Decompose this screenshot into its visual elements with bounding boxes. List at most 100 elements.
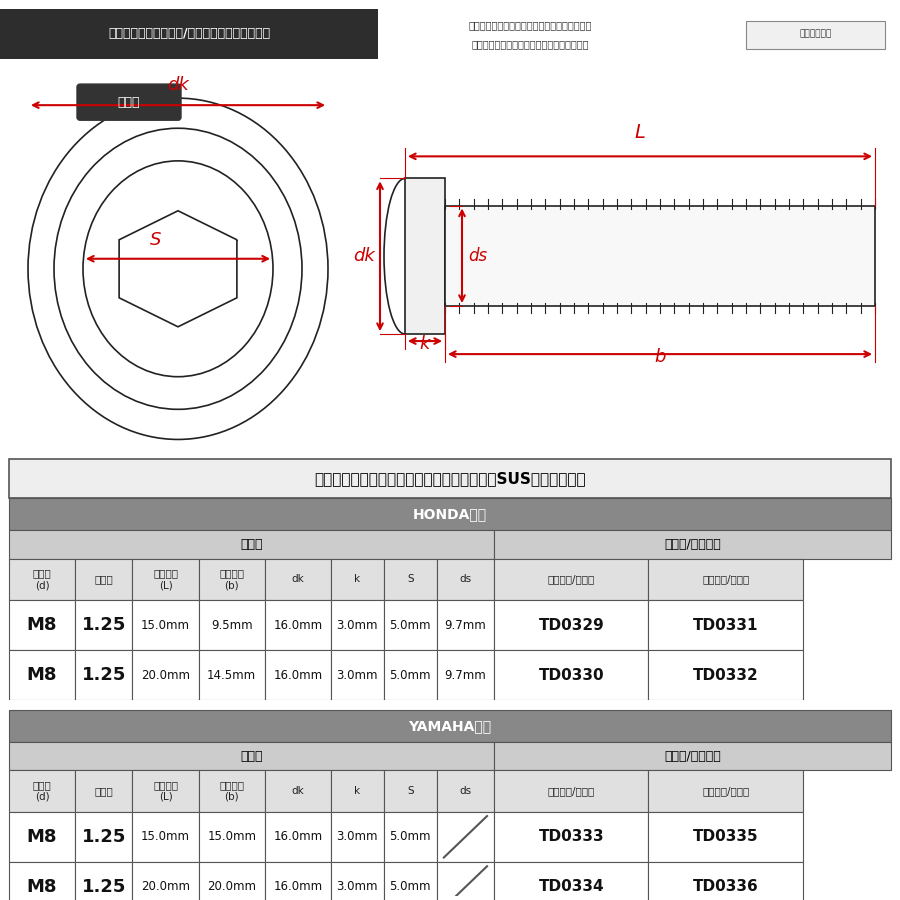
Text: M8: M8 <box>27 878 58 896</box>
Text: ネジ長さ
(b): ネジ長さ (b) <box>220 569 244 590</box>
Bar <box>384 600 436 650</box>
Text: ストア内検索: ストア内検索 <box>799 29 832 38</box>
Bar <box>331 862 384 900</box>
Text: 呼び長さ
(L): 呼び長さ (L) <box>153 569 178 590</box>
Bar <box>265 770 331 812</box>
Text: 16.0mm: 16.0mm <box>274 880 322 894</box>
Bar <box>9 459 891 499</box>
Text: カラー/当店品番: カラー/当店品番 <box>664 538 721 551</box>
Text: dk: dk <box>353 248 375 266</box>
Bar <box>199 650 265 700</box>
Bar <box>384 812 436 862</box>
Text: 3.0mm: 3.0mm <box>337 669 378 682</box>
Text: 3.0mm: 3.0mm <box>337 618 378 632</box>
Bar <box>9 600 75 650</box>
Bar <box>9 710 891 742</box>
Text: TD0330: TD0330 <box>538 668 604 683</box>
Bar <box>384 650 436 700</box>
Text: ネジ長さ
(b): ネジ長さ (b) <box>220 780 244 802</box>
Text: 20.0mm: 20.0mm <box>207 880 256 894</box>
Bar <box>494 650 648 700</box>
Bar <box>494 600 648 650</box>
Bar <box>199 770 265 812</box>
Text: 15.0mm: 15.0mm <box>207 831 256 843</box>
Bar <box>9 770 75 812</box>
Text: ds: ds <box>459 574 472 584</box>
Text: L: L <box>634 123 645 142</box>
Bar <box>265 600 331 650</box>
Text: TD0336: TD0336 <box>693 879 759 895</box>
Text: カラー/当店品番: カラー/当店品番 <box>664 750 721 762</box>
Text: 呼び長さ
(L): 呼び長さ (L) <box>153 780 178 802</box>
Text: TD0329: TD0329 <box>538 617 604 633</box>
Text: 呼び径
(d): 呼び径 (d) <box>32 569 51 590</box>
Text: 9.5mm: 9.5mm <box>211 618 253 632</box>
Text: 15.0mm: 15.0mm <box>141 618 190 632</box>
Bar <box>648 650 803 700</box>
Text: 六角穴: 六角穴 <box>118 95 140 109</box>
Bar <box>9 862 75 900</box>
Bar <box>494 559 648 600</box>
Bar <box>9 700 891 710</box>
Text: ラインアップ（カラー/サイズ品番一覧表共通）: ラインアップ（カラー/サイズ品番一覧表共通） <box>108 27 270 40</box>
Bar <box>199 559 265 600</box>
Bar <box>331 770 384 812</box>
Bar <box>9 650 75 700</box>
Bar <box>648 600 803 650</box>
Text: 呼び径
(d): 呼び径 (d) <box>32 780 51 802</box>
Text: 5.0mm: 5.0mm <box>390 831 431 843</box>
Bar <box>384 770 436 812</box>
Text: TD0334: TD0334 <box>538 879 604 895</box>
Text: 1.25: 1.25 <box>82 616 126 634</box>
Text: TD0331: TD0331 <box>693 617 759 633</box>
Text: M8: M8 <box>27 828 58 846</box>
Bar <box>199 812 265 862</box>
Text: TD0332: TD0332 <box>693 668 759 683</box>
Bar <box>132 600 199 650</box>
Text: ディスクローターボルト【ホールヘッド】（SUSステンレス）: ディスクローターボルト【ホールヘッド】（SUSステンレス） <box>314 471 586 486</box>
Bar <box>75 770 132 812</box>
Bar <box>132 862 199 900</box>
Text: k: k <box>419 335 430 353</box>
Text: 16.0mm: 16.0mm <box>274 618 322 632</box>
Bar <box>331 812 384 862</box>
Text: 1.25: 1.25 <box>82 828 126 846</box>
Bar <box>331 600 384 650</box>
Bar <box>436 862 494 900</box>
Text: ピッチ: ピッチ <box>94 574 113 584</box>
Text: 5.0mm: 5.0mm <box>390 880 431 894</box>
Bar <box>331 559 384 600</box>
Text: ストア内検索に商品番号を入力して頂けますと: ストア内検索に商品番号を入力して頂けますと <box>469 20 592 30</box>
Bar <box>75 812 132 862</box>
Text: シルバー/ブルー: シルバー/ブルー <box>548 786 595 796</box>
Text: 20.0mm: 20.0mm <box>141 669 190 682</box>
Bar <box>746 22 885 49</box>
Bar <box>132 559 199 600</box>
Text: k: k <box>355 574 361 584</box>
Bar <box>648 862 803 900</box>
Text: ゴールド/ブルー: ゴールド/ブルー <box>702 786 750 796</box>
Bar <box>436 770 494 812</box>
Bar <box>384 862 436 900</box>
Text: 20.0mm: 20.0mm <box>141 880 190 894</box>
Text: 15.0mm: 15.0mm <box>141 831 190 843</box>
Bar <box>436 559 494 600</box>
Text: YAMAHA車用: YAMAHA車用 <box>409 719 491 733</box>
Text: b: b <box>654 348 666 366</box>
Text: S: S <box>407 574 414 584</box>
Text: 3.0mm: 3.0mm <box>337 880 378 894</box>
Text: ゴールド/ブルー: ゴールド/ブルー <box>702 574 750 584</box>
Bar <box>436 600 494 650</box>
Text: 5.0mm: 5.0mm <box>390 618 431 632</box>
Bar <box>384 559 436 600</box>
Text: シルバー/ブルー: シルバー/ブルー <box>548 574 595 584</box>
Text: ピッチ: ピッチ <box>94 786 113 796</box>
Text: サイズ: サイズ <box>240 538 263 551</box>
Text: 3.0mm: 3.0mm <box>337 831 378 843</box>
Text: M8: M8 <box>27 666 58 684</box>
Bar <box>75 559 132 600</box>
Text: 9.7mm: 9.7mm <box>445 618 486 632</box>
Bar <box>199 600 265 650</box>
Text: 1.25: 1.25 <box>82 666 126 684</box>
Text: M8: M8 <box>27 616 58 634</box>
